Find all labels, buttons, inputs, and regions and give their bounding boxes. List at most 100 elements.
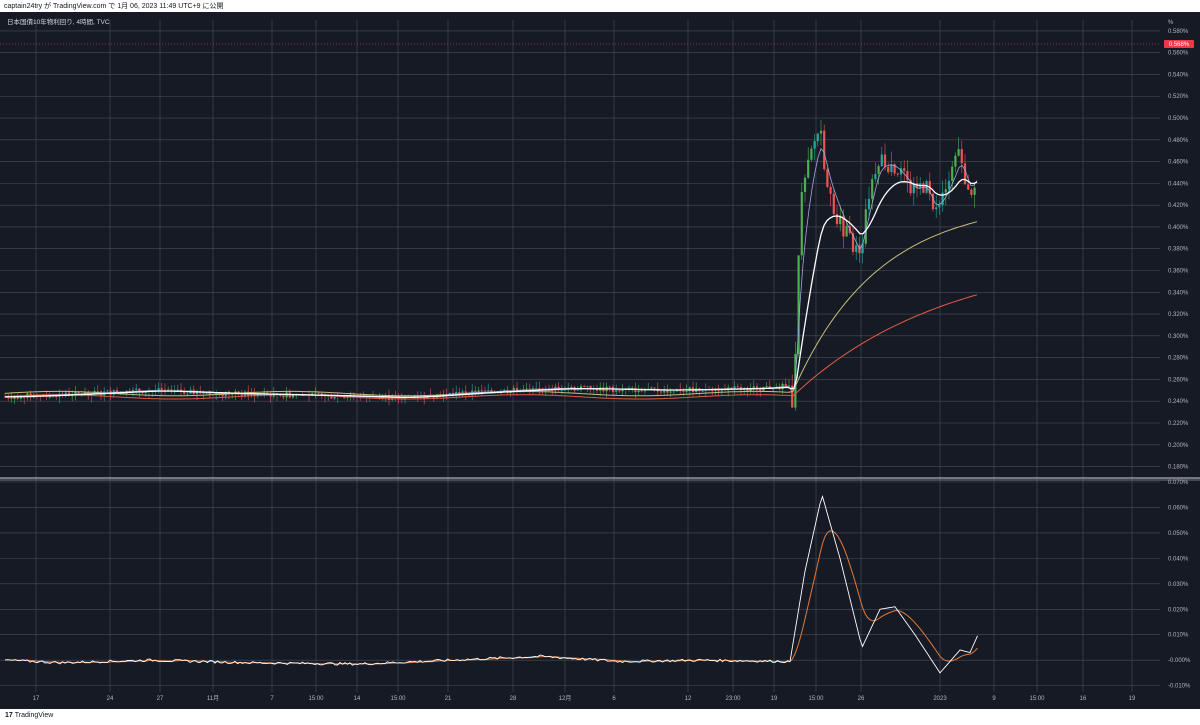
candle-body [880,154,883,167]
candle-body [163,389,167,391]
candle-body [653,387,656,389]
candle-body [483,390,487,392]
ma-fast2-line [5,147,978,399]
y-tick-label: 0.260% [1168,377,1189,383]
candle-body [807,159,810,178]
ma-slow-line [4,294,978,400]
last-price-label: 0.568% [1169,42,1190,48]
candle-body [314,392,317,394]
candle-body [547,390,551,391]
candle-body [759,389,762,391]
candle-body [413,396,416,397]
candle-body [480,390,483,392]
footer: 17 TradingView [0,709,1200,725]
x-tick-label: 28 [510,696,517,702]
candle-body [266,392,269,394]
candle-body [823,130,826,170]
candle-body [515,387,519,393]
candle-body [10,398,13,399]
symbol-title: 日本国債10年物利回り, 4時間, TVC [7,19,110,26]
candle-body [375,397,378,399]
candle-body [106,390,109,392]
y-tick-label: 0.560% [1168,51,1189,57]
candle-body [730,387,733,390]
candle-body [963,163,967,185]
x-tick-label: 6 [612,696,616,702]
y-tick-label: 0.280% [1168,356,1189,362]
candle-body [938,205,941,208]
candle-body [176,389,179,391]
x-tick-label: 16 [1080,696,1087,702]
candle-body [650,387,653,389]
y-tick-label: 0.480% [1168,138,1189,144]
candle-body [867,198,871,210]
candle-body [960,149,963,164]
candle-body [803,177,807,192]
candle-body [954,155,957,167]
candle-body [531,388,535,390]
candle-body [890,164,893,173]
candle-body [589,386,592,390]
candle-body [749,388,752,392]
candle-body [752,386,755,389]
candle-body [583,386,586,387]
candle-body [138,388,141,392]
x-tick-label: 12 [685,696,692,702]
candle-body [160,388,163,390]
x-tick-label: 2023 [933,696,947,702]
candle-body [931,193,935,210]
x-tick-label: 15:00 [308,696,324,702]
chart-area[interactable]: 0.580% 0.560% 0.540% 0.520% 0.500% 0.480% 0.46… [0,12,1200,709]
osc-main-line [4,495,978,674]
tradingview-logo[interactable]: 17 TradingView [5,712,53,719]
x-tick-label: 14 [354,696,361,702]
candle-body [381,397,384,399]
candle-body [535,388,538,389]
osc-y-tick-label: -0.010% [1168,684,1191,690]
candle-body [221,394,224,397]
candle-body [477,390,480,394]
osc-y-tick-label: 0.040% [1168,556,1189,562]
candle-body [563,389,567,391]
candle-body [896,173,899,175]
candle-body [842,215,845,237]
candle-body [167,389,170,391]
candle-body [813,141,816,149]
candle-body [970,189,973,195]
y-tick-label: 0.220% [1168,421,1189,427]
candle-body [570,386,573,389]
candle-body [640,390,643,392]
candle-body [13,396,16,399]
y-tick-label: 0.420% [1168,203,1189,209]
candle-body [301,395,304,397]
osc-y-tick-label: 0.010% [1168,633,1189,639]
candle-body [787,385,791,387]
candle-body [887,166,890,173]
candle-body [202,393,205,395]
candle-body [346,397,349,399]
candle-body [874,173,877,180]
candle-body [672,391,675,393]
candle-body [615,390,618,392]
candle-body [231,393,234,395]
candle-body [474,390,477,394]
candle-body [864,209,867,244]
x-tick-label: 19 [1129,696,1136,702]
candle-body [784,383,787,387]
candle-body [64,392,67,395]
candle-body [455,392,458,394]
tradingview-logo-icon: 17 [5,712,13,719]
x-tick-label: 27 [157,696,164,702]
candle-body [845,225,848,237]
osc-y-tick-label: 0.020% [1168,607,1189,613]
candle-body [618,390,621,392]
candle-body [432,396,435,398]
candle-body [826,169,829,188]
candle-body [579,386,583,390]
candle-body [208,392,211,395]
candle-body [800,191,803,256]
candle-body [861,243,864,254]
candle-body [387,395,391,400]
y-tick-label: 0.340% [1168,290,1189,296]
chart-svg[interactable]: 0.580% 0.560% 0.540% 0.520% 0.500% 0.480% 0.46… [0,12,1200,709]
